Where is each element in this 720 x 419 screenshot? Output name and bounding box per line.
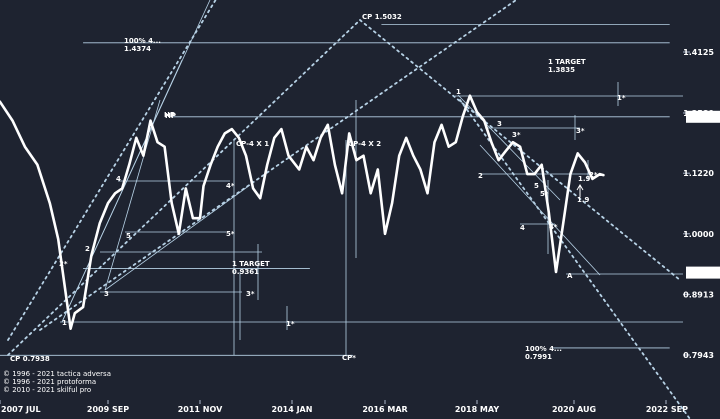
cp-lower-label: CP 0.7938	[10, 355, 50, 363]
annotation-lines	[0, 0, 691, 419]
y-tick-label: 1.0000	[683, 230, 714, 239]
fan-line-4	[104, 184, 251, 291]
fan-line-3	[104, 99, 161, 291]
annotation-label: 3*	[512, 131, 521, 139]
price-badges: 1.2489 0.9289	[686, 110, 720, 279]
x-tick-label: 2022 SEP	[646, 405, 688, 414]
annotation-label: 2	[85, 245, 90, 253]
copyright-line: © 1996 - 2021 protoforma	[3, 378, 96, 386]
annotation-label: 1*	[286, 320, 295, 328]
price-series-line	[0, 94, 605, 330]
annotation-label: 1.9	[577, 196, 590, 204]
annotation-label: CP-4 X 1	[236, 140, 269, 148]
pct-label-bottom: 100% 4...	[525, 345, 562, 353]
x-axis-ticks: 2007 JUL 2009 SEP 2011 NOV 2014 JAN 2016 MAR…	[0, 400, 688, 414]
annotation-label: 1	[456, 88, 461, 96]
copyright-line: © 1996 - 2021 tactica adversa	[3, 370, 111, 378]
copyright-line: © 2010 - 2021 skilful pro	[3, 386, 91, 394]
annotation-label: 5	[534, 182, 539, 190]
annotation-label: 3	[497, 120, 502, 128]
fan-line-2	[61, 59, 183, 323]
y-tick-label: 1.4125	[683, 48, 714, 57]
annotation-label: 5*	[540, 190, 549, 198]
dotted-trend-up-steep	[7, 0, 217, 341]
y-tick-label: 1.1220	[683, 169, 714, 178]
y-tick-label: 0.8913	[683, 290, 714, 299]
x-tick-label: 2014 JAN	[272, 405, 313, 414]
pct-label-top: 100% 4...	[124, 37, 161, 45]
annotation-label: CP*	[342, 354, 356, 362]
annotation-label: 3	[104, 290, 109, 298]
copyright-block: © 1996 - 2021 tactica adversa© 1996 - 20…	[3, 370, 111, 394]
price-badge-label: 1.2489	[687, 113, 718, 122]
target-value-low: 0.9361	[232, 268, 259, 276]
price-badge	[686, 266, 720, 279]
annotation-label: 2*	[589, 171, 598, 179]
pct-value-top: 1.4374	[124, 45, 151, 53]
annotation-label: 3*	[246, 290, 255, 298]
annotation-label: 1.9	[578, 175, 591, 183]
annotation-label: 4*	[226, 182, 235, 190]
dotted-trend-down-steep	[459, 99, 691, 419]
x-tick-label: 2009 SEP	[87, 405, 129, 414]
x-tick-label: 2020 AUG	[552, 405, 596, 414]
x-tick-label: 2007 JUL	[1, 405, 41, 414]
price-badge-label: 0.9289	[687, 269, 718, 278]
annotation-label: 4	[520, 224, 525, 232]
annotation-label: 1*	[617, 94, 626, 102]
price-badge	[686, 110, 720, 123]
up-arrow-icon	[576, 184, 584, 197]
target-label: 1 TARGET	[548, 58, 586, 66]
annotation-label: 4	[116, 175, 121, 183]
annotation-label: 1	[62, 319, 67, 327]
x-tick-label: 2018 MAY	[455, 405, 499, 414]
x-tick-label: 2011 NOV	[178, 405, 223, 414]
target-label-low: 1 TARGET	[232, 260, 270, 268]
x-tick-label: 2016 MAR	[362, 405, 407, 414]
fan-line-6	[479, 144, 601, 276]
dotted-trend-mid	[39, 0, 518, 331]
hp-label: HP	[165, 112, 176, 120]
annotation-label: HP	[164, 111, 175, 119]
annotation-label: 2*	[59, 260, 68, 268]
annotation-label: 4*	[549, 223, 558, 231]
annotation-label: 5	[126, 232, 131, 240]
annotation-label: 3*	[576, 127, 585, 135]
annotation-label: CP-4 X 2	[348, 140, 381, 148]
annotation-label: 2	[478, 172, 483, 180]
cp-upper-label: CP 1.5032	[362, 13, 402, 21]
target-value: 1.3835	[548, 66, 575, 74]
series-group	[0, 94, 605, 330]
annotation-label: A	[567, 272, 573, 280]
annotation-label: 5*	[226, 230, 235, 238]
y-tick-label: 0.7943	[683, 351, 714, 360]
pct-value-bottom: 0.7991	[525, 353, 552, 361]
